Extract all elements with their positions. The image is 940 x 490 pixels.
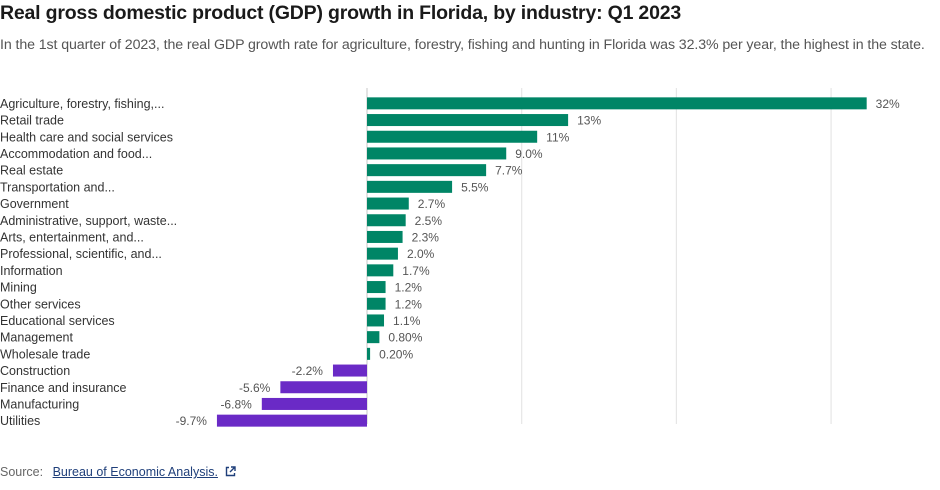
bar[interactable] (367, 180, 453, 193)
category-label: Government (0, 197, 69, 211)
category-label: Real estate (0, 164, 63, 178)
bar[interactable] (332, 364, 367, 377)
bar[interactable] (367, 114, 569, 127)
category-label: Retail trade (0, 114, 64, 128)
bar[interactable] (367, 230, 403, 243)
value-label: 5.5% (461, 180, 489, 194)
value-label: 7.7% (495, 164, 523, 178)
chart-subtitle: In the 1st quarter of 2023, the real GDP… (0, 37, 925, 53)
value-label: 2.7% (418, 197, 446, 211)
bar[interactable] (367, 297, 386, 310)
value-label: 11% (546, 130, 569, 144)
bar[interactable] (367, 197, 409, 210)
category-label: Accommodation and food... (0, 147, 152, 161)
external-link-icon[interactable] (225, 466, 237, 480)
bar[interactable] (367, 147, 507, 160)
value-label: -6.8% (220, 397, 252, 411)
value-label: -5.6% (239, 381, 271, 395)
value-label: 0.20% (379, 347, 413, 361)
value-label: 1.2% (395, 297, 423, 311)
bar[interactable] (367, 314, 385, 327)
source-label: Source: (0, 465, 44, 479)
bar[interactable] (367, 264, 394, 277)
value-label: 2.0% (407, 247, 435, 261)
value-label: 9.0% (515, 147, 543, 161)
value-label: -9.7% (176, 414, 208, 428)
bar[interactable] (367, 214, 406, 227)
bar[interactable] (367, 130, 538, 143)
category-label: Other services (0, 297, 81, 311)
bar[interactable] (367, 97, 867, 110)
bar[interactable] (367, 247, 398, 260)
category-label: Administrative, support, waste... (0, 214, 177, 228)
category-labels: Agriculture, forestry, fishing,... Retail… (0, 97, 177, 428)
bar-chart: Agriculture, forestry, fishing,... Retail… (0, 88, 900, 428)
bar[interactable] (280, 381, 367, 394)
category-label: Agriculture, forestry, fishing,... (0, 97, 164, 111)
value-label: 1.7% (402, 264, 430, 278)
category-label: Manufacturing (0, 397, 79, 411)
category-label: Utilities (0, 414, 40, 428)
bar[interactable] (261, 397, 367, 410)
category-label: Information (0, 264, 63, 278)
chart-title: Real gross domestic product (GDP) growth… (0, 2, 682, 24)
category-label: Educational services (0, 314, 115, 328)
bar[interactable] (367, 331, 380, 344)
category-label: Health care and social services (0, 130, 173, 144)
category-label: Wholesale trade (0, 347, 90, 361)
bar[interactable] (367, 281, 386, 294)
bar[interactable] (216, 414, 367, 427)
value-label: 1.1% (393, 314, 421, 328)
value-label: 0.80% (388, 331, 422, 345)
category-label: Mining (0, 281, 37, 295)
source-link[interactable]: Bureau of Economic Analysis. (52, 465, 218, 479)
value-label: 13% (577, 114, 601, 128)
category-label: Finance and insurance (0, 381, 127, 395)
category-label: Management (0, 331, 73, 345)
value-label: 2.5% (415, 214, 443, 228)
source-line: Source: Bureau of Economic Analysis. (0, 465, 237, 480)
category-label: Professional, scientific, and... (0, 247, 162, 261)
bar[interactable] (367, 164, 487, 177)
value-label: -2.2% (292, 364, 324, 378)
bars (216, 97, 867, 427)
category-label: Construction (0, 364, 70, 378)
bar[interactable] (367, 347, 371, 360)
category-label: Arts, entertainment, and... (0, 230, 144, 244)
value-label: 2.3% (412, 230, 440, 244)
value-label: 1.2% (395, 281, 423, 295)
category-label: Transportation and... (0, 180, 115, 194)
value-labels: 32% 13% 11%9.0% 7.7% 5.5% 2.7% 2.5% 2.3% 2.0% 1.7… (176, 97, 900, 428)
value-label: 32% (876, 97, 900, 111)
